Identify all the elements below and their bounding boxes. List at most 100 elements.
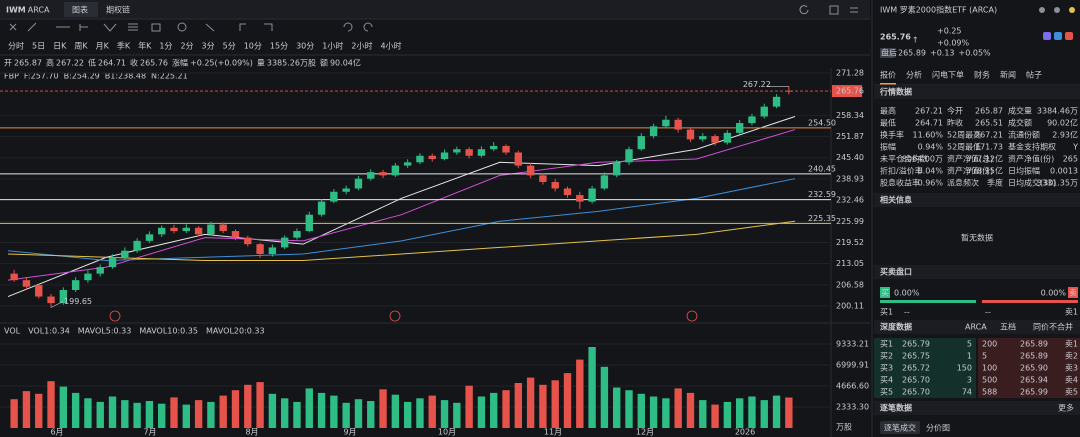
volume-tick-label: 4666.60 xyxy=(836,382,869,391)
period-button[interactable]: 4小时 xyxy=(380,41,401,51)
panel-tab[interactable]: 新闻 xyxy=(1000,70,1016,80)
period-button[interactable]: 5日 xyxy=(32,42,45,51)
period-button[interactable]: 月K xyxy=(96,42,110,51)
panel-tab[interactable]: 帖子 xyxy=(1026,70,1042,80)
x-tick-label: 9月 xyxy=(343,428,356,437)
quote-change: +0.25 xyxy=(937,27,962,36)
market-value: 264.71 xyxy=(915,119,943,128)
volume-bar xyxy=(145,400,154,428)
panel-tab[interactable]: 分析 xyxy=(906,70,922,80)
menu-icon[interactable] xyxy=(850,7,858,13)
market-value: 778.15亿 xyxy=(967,166,1003,176)
depth-bid-bg xyxy=(874,362,976,374)
period-button[interactable]: 3分 xyxy=(202,42,215,51)
tab[interactable]: 图表 xyxy=(72,5,88,15)
buy-ratio-bar xyxy=(880,300,976,303)
period-button[interactable]: 5分 xyxy=(223,42,236,51)
buy-badge xyxy=(880,287,890,298)
badge-icon[interactable] xyxy=(1065,32,1073,40)
tool-icon[interactable] xyxy=(9,23,17,31)
tool-icon[interactable] xyxy=(27,22,37,32)
tool-icon[interactable] xyxy=(103,23,117,32)
market-value: 季度 xyxy=(987,178,1003,188)
period-button[interactable]: 日K xyxy=(53,42,67,51)
tool-icon[interactable] xyxy=(343,22,353,32)
tool-icon[interactable] xyxy=(151,23,161,32)
candle-body xyxy=(108,257,117,268)
depth-bid-bg xyxy=(874,374,976,386)
period-button[interactable]: 1分 xyxy=(159,42,172,51)
more-link[interactable]: 更多 xyxy=(1058,403,1074,413)
volume-bar xyxy=(158,403,166,428)
market-label: 昨收 xyxy=(947,118,963,128)
bid-level: 买2 xyxy=(880,352,893,361)
period-button[interactable]: 10分 xyxy=(244,42,262,51)
depth-merge[interactable]: 同价不合并 xyxy=(1033,322,1073,332)
tool-icon[interactable] xyxy=(128,23,138,31)
ask-level: 卖1 xyxy=(1065,340,1078,349)
info-value: 3385.26万股 xyxy=(267,59,316,68)
window-icon[interactable] xyxy=(829,5,839,15)
candle-body xyxy=(71,280,80,290)
volume-unit: 万股 xyxy=(836,423,852,432)
drawing-toolbar[interactable] xyxy=(9,5,858,32)
quote-change-pct: +0.09% xyxy=(937,39,970,48)
event-marker[interactable] xyxy=(109,310,121,322)
x-tick-label: 7月 xyxy=(143,428,156,437)
market-value: 265.87 xyxy=(975,107,1003,116)
x-tick-label: 12月 xyxy=(636,428,654,437)
tool-icon[interactable] xyxy=(205,23,215,32)
period-button[interactable]: 30分 xyxy=(296,42,314,51)
period-button[interactable]: 2分 xyxy=(180,42,193,51)
candle-body xyxy=(391,165,400,176)
tab[interactable]: 期权链 xyxy=(106,5,130,15)
badge-icon[interactable] xyxy=(1054,32,1062,40)
volume-bar xyxy=(182,404,190,428)
market-label: 成交额 xyxy=(1008,118,1032,128)
depth-exchange[interactable]: ARCA xyxy=(965,323,987,332)
volume-bar xyxy=(551,380,559,428)
tool-icon[interactable] xyxy=(177,22,187,32)
icon[interactable] xyxy=(1054,7,1060,13)
market-label: 换手率 xyxy=(880,130,904,140)
bid-size: 150 xyxy=(957,364,972,373)
period-button[interactable]: 分时 xyxy=(8,41,24,51)
level-label: 225.35 xyxy=(808,214,836,223)
period-button[interactable]: 季K xyxy=(117,41,131,51)
trade-tab[interactable]: 逐笔成交 xyxy=(884,423,916,433)
event-marker[interactable] xyxy=(686,310,698,322)
period-button[interactable]: 2小时 xyxy=(351,41,372,51)
candle-body xyxy=(317,201,326,215)
tool-icon[interactable] xyxy=(239,23,246,31)
panel-tab[interactable]: 财务 xyxy=(974,70,990,80)
volume-bar xyxy=(735,398,744,428)
panel-tab[interactable]: 闪电下单 xyxy=(932,70,964,80)
volume-bar xyxy=(662,398,670,428)
volume-bar xyxy=(477,396,486,428)
volume-bar xyxy=(785,397,793,428)
refresh-icon[interactable] xyxy=(799,5,809,15)
badge-icon[interactable] xyxy=(1043,32,1051,40)
indicator-value: F:257.70 xyxy=(24,72,59,81)
bid-price: -- xyxy=(904,308,910,317)
ask-level: 卖3 xyxy=(1065,364,1078,373)
section-bg xyxy=(874,193,1080,207)
depth-mode[interactable]: 五档 xyxy=(1000,322,1016,332)
panel-tab[interactable]: 报价 xyxy=(880,70,896,80)
period-button[interactable]: 年K xyxy=(138,41,152,51)
favorite-icon[interactable] xyxy=(1069,7,1075,13)
icon[interactable] xyxy=(1039,7,1045,13)
tool-icon[interactable] xyxy=(363,22,373,32)
period-button[interactable]: 15分 xyxy=(270,42,288,51)
info-label: 涨幅 xyxy=(172,58,188,68)
tool-icon[interactable] xyxy=(79,24,88,31)
period-button[interactable]: 周K xyxy=(74,42,88,51)
candle-body xyxy=(772,96,781,107)
event-marker[interactable] xyxy=(389,310,401,322)
period-button[interactable]: 1小时 xyxy=(322,41,343,51)
trade-tab[interactable]: 分价图 xyxy=(926,424,950,433)
tool-icon[interactable] xyxy=(264,23,273,31)
volume-bar xyxy=(354,399,363,428)
market-value: 0.04% xyxy=(918,167,944,176)
candle-body xyxy=(723,132,732,143)
